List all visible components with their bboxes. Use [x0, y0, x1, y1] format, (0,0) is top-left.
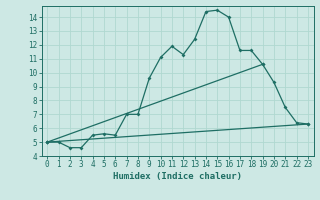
X-axis label: Humidex (Indice chaleur): Humidex (Indice chaleur): [113, 172, 242, 181]
